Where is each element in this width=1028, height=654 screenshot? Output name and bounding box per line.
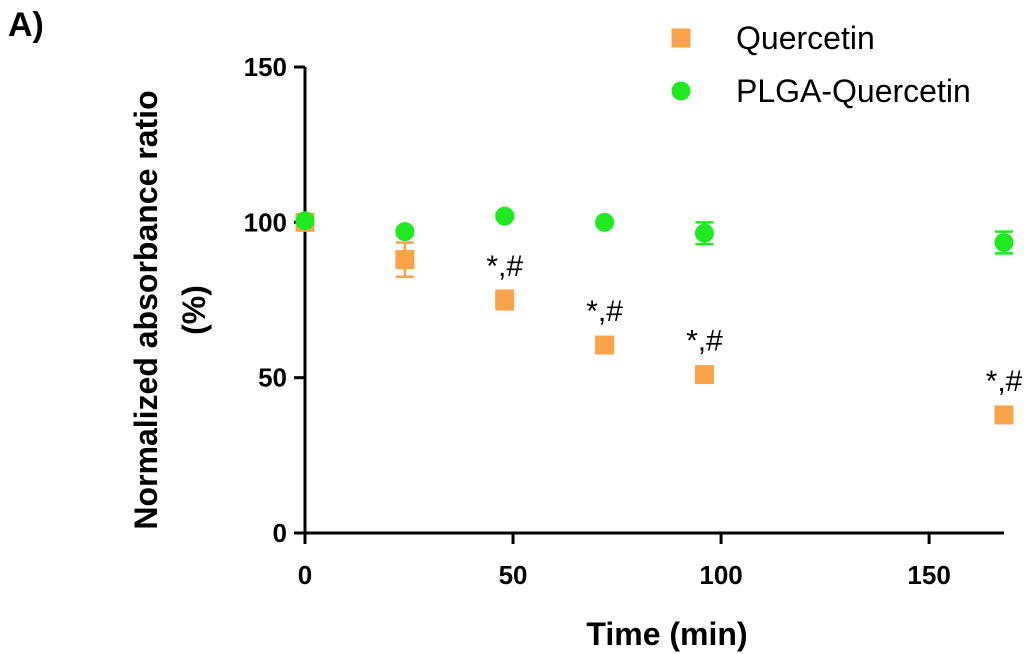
legend-label: PLGA-Quercetin	[736, 73, 971, 109]
axes: 0 50 100 150 0 50 100 150	[244, 52, 1004, 590]
legend-marker-circle	[671, 81, 691, 101]
series-plga-quercetin	[295, 206, 1014, 255]
data-point-square	[595, 335, 615, 355]
x-axis-title: Time (min)	[586, 616, 747, 652]
legend-label: Quercetin	[736, 20, 875, 56]
legend-marker-square	[671, 28, 691, 48]
significance-annotation: *,#	[686, 325, 723, 358]
data-point-circle	[994, 233, 1014, 253]
y-tick-label-50: 50	[258, 363, 287, 393]
legend: Quercetin PLGA-Quercetin	[671, 20, 971, 109]
y-axis-title-line-2: (%)	[176, 285, 212, 335]
data-point-square	[994, 405, 1014, 425]
series-layer	[295, 206, 1014, 425]
data-point-square	[694, 365, 714, 385]
x-tick-label-150: 150	[907, 560, 950, 590]
significance-annotation: *,#	[486, 250, 523, 283]
significance-annotation: *,#	[986, 365, 1023, 398]
data-point-circle	[395, 222, 415, 242]
y-tick-label-100: 100	[244, 207, 287, 237]
data-point-circle	[694, 223, 714, 243]
x-tick-label-0: 0	[298, 560, 312, 590]
y-axis-title: Normalized absorbance ratio (%)	[128, 90, 212, 529]
significance-annotation: *,#	[586, 295, 623, 328]
series-quercetin	[295, 212, 1014, 425]
data-point-square	[395, 250, 415, 270]
y-axis-title-line-1: Normalized absorbance ratio	[128, 90, 164, 529]
data-point-circle	[595, 212, 615, 232]
y-tick-label-150: 150	[244, 52, 287, 82]
y-tick-label-0: 0	[273, 518, 287, 548]
x-tick-label-50: 50	[499, 560, 528, 590]
annotations: *,# *,# *,# *,#	[486, 250, 1022, 398]
x-tick-label-100: 100	[699, 560, 742, 590]
data-point-circle	[295, 211, 315, 231]
panel-label: A)	[8, 6, 44, 44]
data-point-square	[495, 290, 515, 310]
data-point-circle	[495, 206, 515, 226]
